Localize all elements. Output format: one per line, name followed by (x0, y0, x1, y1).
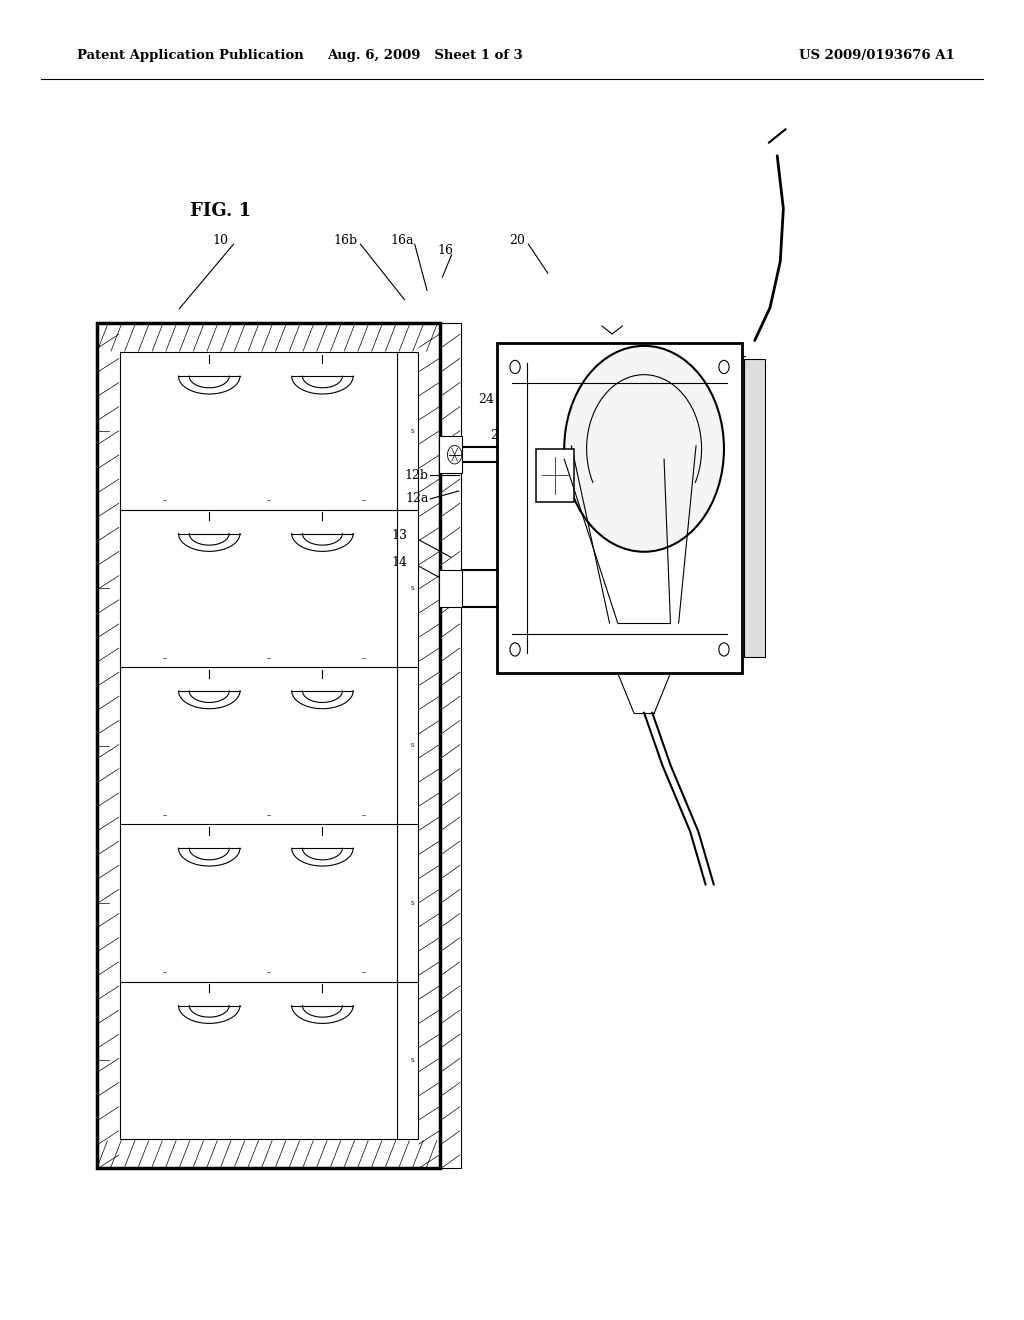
Circle shape (510, 643, 520, 656)
Bar (744, 359, 765, 657)
Text: ~: ~ (266, 656, 271, 661)
Bar (120, 352, 418, 1139)
Text: ~: ~ (362, 499, 367, 504)
Text: ~: ~ (163, 813, 167, 820)
Text: 12: 12 (606, 442, 623, 455)
Text: ~: ~ (362, 656, 367, 661)
Text: 16: 16 (437, 244, 454, 257)
Circle shape (510, 360, 520, 374)
Text: 12a: 12a (406, 492, 428, 506)
Text: S: S (411, 900, 415, 906)
Text: 23: 23 (723, 442, 739, 455)
Text: Aug. 6, 2009   Sheet 1 of 3: Aug. 6, 2009 Sheet 1 of 3 (327, 49, 523, 62)
Text: FIG. 1: FIG. 1 (189, 202, 251, 220)
Text: 23a: 23a (490, 429, 513, 442)
Bar (440, 323, 461, 1168)
Text: Patent Application Publication: Patent Application Publication (77, 49, 303, 62)
Bar (439, 570, 462, 607)
Text: US 2009/0193676 A1: US 2009/0193676 A1 (799, 49, 954, 62)
Bar (497, 343, 742, 673)
Text: ~: ~ (163, 656, 167, 661)
Text: 14: 14 (391, 556, 408, 569)
Text: ~: ~ (362, 813, 367, 820)
Text: 16a: 16a (391, 234, 414, 247)
Circle shape (719, 360, 729, 374)
Text: ~: ~ (362, 970, 367, 977)
Text: 13: 13 (391, 529, 408, 543)
Bar (439, 436, 462, 473)
Text: 21: 21 (722, 355, 738, 368)
Text: ~: ~ (266, 499, 271, 504)
Text: 24: 24 (478, 393, 495, 407)
Circle shape (719, 643, 729, 656)
Text: S: S (411, 586, 415, 591)
Bar (536, 449, 574, 502)
Text: ~: ~ (163, 970, 167, 977)
Bar (97, 323, 440, 1168)
Text: S: S (411, 429, 415, 433)
Text: 16b: 16b (333, 234, 357, 247)
Text: S: S (411, 743, 415, 748)
Text: ~: ~ (163, 499, 167, 504)
Text: 22: 22 (719, 413, 735, 426)
Text: ~: ~ (266, 813, 271, 820)
Circle shape (564, 346, 724, 552)
Text: 12b: 12b (404, 469, 429, 482)
Text: 20: 20 (509, 234, 525, 247)
Text: S: S (411, 1059, 415, 1063)
Text: 10: 10 (212, 234, 228, 247)
Text: ~: ~ (266, 970, 271, 977)
